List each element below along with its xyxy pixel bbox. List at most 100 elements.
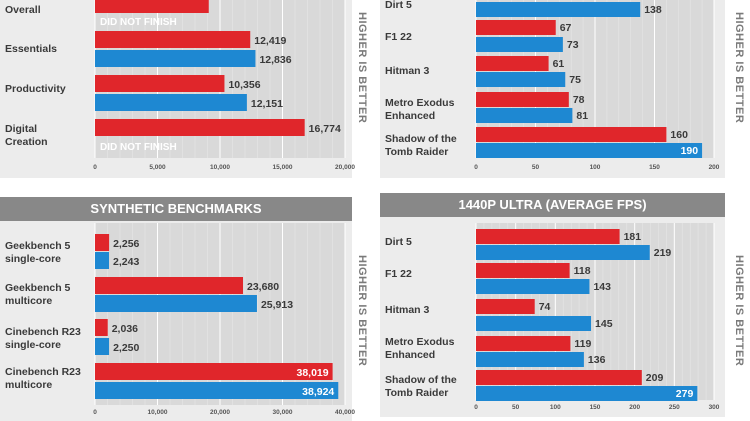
category-label: Geekbench 5 single-core bbox=[5, 240, 71, 265]
bar bbox=[95, 94, 247, 111]
data-label: 81 bbox=[576, 110, 588, 122]
bar bbox=[95, 50, 256, 67]
bar bbox=[476, 127, 667, 142]
data-label: 67 bbox=[560, 22, 572, 34]
data-label: 74 bbox=[539, 301, 551, 313]
data-label: 2,256 bbox=[113, 238, 139, 250]
bar bbox=[476, 143, 703, 158]
did-not-finish-label: DID NOT FINISH bbox=[100, 142, 177, 153]
chart-panel-gaming-1: 0 50 100 150 200 Dirt 5 F1 22 Hitman 3 Metro Exo… bbox=[380, 0, 725, 178]
data-label: 119 bbox=[574, 338, 591, 350]
bar bbox=[476, 37, 563, 52]
higher-is-better-label: HIGHER IS BETTER bbox=[356, 12, 368, 124]
category-label: Geekbench 5 multicore bbox=[5, 282, 71, 307]
data-label: 190 bbox=[681, 145, 699, 157]
x-tick-label: 0 bbox=[93, 164, 97, 171]
chart-title: 1440P ULTRA (AVERAGE FPS) bbox=[380, 193, 725, 217]
higher-is-better-label: HIGHER IS BETTER bbox=[733, 255, 745, 367]
bar bbox=[476, 352, 584, 367]
chart-panel-overall: 0 5,000 10,000 15,000 20,000 Overall Essential… bbox=[0, 0, 368, 178]
x-tick-label: 20,000 bbox=[335, 164, 355, 171]
data-label: 12,836 bbox=[259, 54, 291, 66]
category-label: Cinebench R23 single-core bbox=[5, 326, 81, 351]
bar bbox=[95, 338, 110, 355]
data-label: 38,019 bbox=[296, 367, 328, 379]
x-tick-label: 10,000 bbox=[148, 409, 168, 416]
bar bbox=[95, 295, 257, 312]
chart-panel-synthetic: SYNTHETIC BENCHMARKS 0 10,000 20,000 30,000… bbox=[0, 197, 355, 421]
data-label: 136 bbox=[588, 354, 606, 366]
bar bbox=[95, 75, 225, 92]
data-label: 16,774 bbox=[309, 123, 341, 135]
data-label: 75 bbox=[569, 74, 581, 86]
data-label: 138 bbox=[644, 4, 662, 16]
data-label: 181 bbox=[624, 231, 642, 243]
bar bbox=[476, 108, 573, 123]
bar bbox=[476, 279, 590, 294]
data-label: 145 bbox=[595, 318, 613, 330]
bar bbox=[476, 92, 569, 107]
x-tick-label: 200 bbox=[709, 164, 720, 171]
bar bbox=[476, 263, 570, 278]
x-tick-label: 150 bbox=[590, 404, 601, 411]
data-label: 10,356 bbox=[228, 79, 260, 91]
x-tick-label: 100 bbox=[590, 164, 601, 171]
chart-overall: 0 5,000 10,000 15,000 20,000 Overall Essential… bbox=[5, 0, 355, 171]
bar bbox=[476, 2, 641, 17]
data-label: 12,419 bbox=[254, 35, 286, 47]
chart-synthetic: 0 10,000 20,000 30,000 40,000 Geekbench 5 sing… bbox=[5, 223, 355, 416]
bar bbox=[476, 336, 571, 351]
data-label: 118 bbox=[574, 265, 591, 277]
category-label: Hitman 3 bbox=[385, 65, 430, 77]
x-tick-label: 50 bbox=[512, 404, 520, 411]
data-label: 12,151 bbox=[251, 98, 283, 110]
bar bbox=[95, 382, 339, 399]
data-label: 61 bbox=[553, 58, 565, 70]
bar bbox=[476, 386, 698, 401]
data-label: 2,243 bbox=[113, 256, 139, 268]
bar bbox=[476, 370, 642, 385]
x-tick-label: 30,000 bbox=[273, 409, 293, 416]
data-label: 38,924 bbox=[302, 386, 334, 398]
higher-is-better-label: HIGHER IS BETTER bbox=[733, 12, 745, 124]
category-label: Metro Exodus Enhanced bbox=[385, 336, 455, 361]
bar bbox=[95, 234, 110, 251]
bar bbox=[476, 20, 556, 35]
data-label: 78 bbox=[573, 94, 585, 106]
x-tick-label: 15,000 bbox=[273, 164, 293, 171]
higher-is-better-label: HIGHER IS BETTER bbox=[356, 255, 368, 367]
x-tick-label: 0 bbox=[474, 404, 478, 411]
chart-panel-1440p: 1440P ULTRA (AVERAGE FPS) 0 50 100 150 200 25… bbox=[380, 193, 725, 417]
bar bbox=[95, 319, 108, 336]
category-label: Digital Creation bbox=[5, 123, 48, 148]
bar bbox=[476, 56, 549, 71]
category-label: Cinebench R23 multicore bbox=[5, 366, 81, 391]
bar bbox=[95, 363, 333, 380]
category-label: Dirt 5 bbox=[385, 0, 412, 11]
x-tick-label: 0 bbox=[93, 409, 97, 416]
data-label: 279 bbox=[676, 388, 694, 400]
data-label: 2,250 bbox=[113, 342, 139, 354]
bar bbox=[95, 119, 305, 136]
bar bbox=[476, 229, 620, 244]
bar bbox=[95, 31, 251, 48]
category-label: F1 22 bbox=[385, 268, 412, 280]
data-label: 143 bbox=[593, 281, 611, 293]
data-label: 73 bbox=[567, 39, 579, 51]
category-label: Hitman 3 bbox=[385, 304, 430, 316]
chart-1440p: 0 50 100 150 200 250 300 Dirt 5 F1 22 Hitman 3 Met… bbox=[385, 223, 720, 411]
x-tick-label: 200 bbox=[629, 404, 640, 411]
data-label: 219 bbox=[654, 247, 672, 259]
x-tick-label: 300 bbox=[709, 404, 720, 411]
category-label: Shadow of the Tomb Raider bbox=[385, 133, 457, 158]
data-label: 2,036 bbox=[112, 323, 138, 335]
category-label: Dirt 5 bbox=[385, 236, 412, 248]
bar bbox=[95, 0, 209, 13]
bar bbox=[95, 252, 110, 269]
category-label: F1 22 bbox=[385, 31, 412, 43]
x-tick-label: 10,000 bbox=[210, 164, 230, 171]
did-not-finish-label: DID NOT FINISH bbox=[100, 17, 177, 28]
category-label: Metro Exodus Enhanced bbox=[385, 97, 455, 122]
x-tick-label: 0 bbox=[474, 164, 478, 171]
bar bbox=[476, 245, 650, 260]
